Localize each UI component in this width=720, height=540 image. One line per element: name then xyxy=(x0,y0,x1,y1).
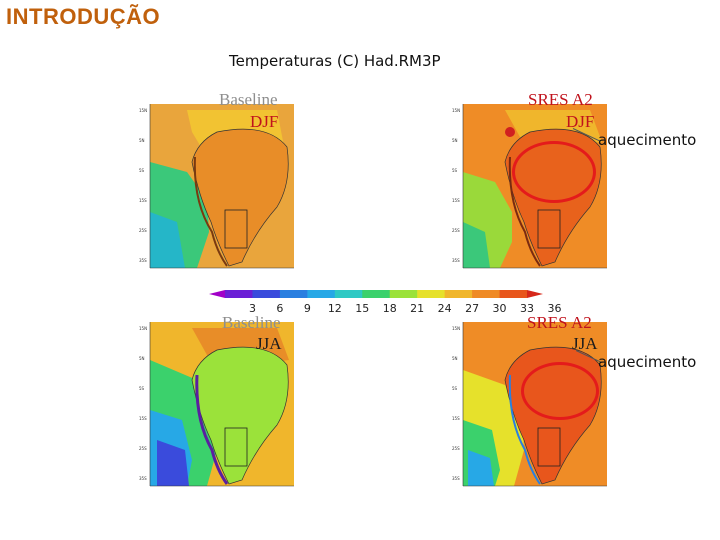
colorbar-segment xyxy=(307,290,336,298)
svg-text:15S: 15S xyxy=(452,416,460,421)
svg-text:15S: 15S xyxy=(139,416,147,421)
svg-text:5N: 5N xyxy=(139,138,145,143)
colorbar-segment xyxy=(362,290,391,298)
svg-text:25S: 25S xyxy=(452,446,460,451)
svg-text:5S: 5S xyxy=(452,168,458,173)
temperature-map: 15N 5N 5S 15S 25S 35S xyxy=(139,322,294,487)
panel-season-label: JJA xyxy=(572,334,598,353)
panel-scenario-label: Baseline xyxy=(222,313,281,332)
svg-text:5S: 5S xyxy=(139,168,145,173)
temperature-colorbar xyxy=(209,290,543,298)
svg-text:35S: 35S xyxy=(139,258,147,263)
colorbar-tick-label: 18 xyxy=(382,302,397,315)
svg-text:5S: 5S xyxy=(139,386,145,391)
svg-text:15S: 15S xyxy=(139,198,147,203)
colorbar-segment xyxy=(499,290,528,298)
svg-text:5S: 5S xyxy=(452,386,458,391)
colorbar-segment xyxy=(389,290,418,298)
panel-season-label: DJF xyxy=(566,112,595,131)
colorbar-tick-label: 9 xyxy=(303,302,311,315)
svg-text:35S: 35S xyxy=(139,476,147,481)
colorbar-segment xyxy=(527,290,543,298)
temperature-map: 15N 5N 5S 15S 25S 35S xyxy=(139,104,294,269)
colorbar-segment xyxy=(334,290,363,298)
colorbar-segment xyxy=(252,290,281,298)
colorbar-tick-label: 36 xyxy=(547,302,562,315)
colorbar-segment xyxy=(472,290,501,298)
map-baseline-djf: 15N 5N 5S 15S 25S 35S xyxy=(137,102,295,278)
highlight-ring xyxy=(512,141,596,203)
colorbar-tick-label: 27 xyxy=(465,302,480,315)
svg-text:25S: 25S xyxy=(452,228,460,233)
colorbar-segment xyxy=(417,290,446,298)
panel-season-label: DJF xyxy=(250,112,279,131)
warming-annotation: aquecimento xyxy=(598,131,697,149)
colorbar-tick-label: 30 xyxy=(492,302,507,315)
colorbar-segment xyxy=(279,290,308,298)
svg-text:25S: 25S xyxy=(139,228,147,233)
svg-text:35S: 35S xyxy=(452,258,460,263)
colorbar-tick-label: 6 xyxy=(276,302,284,315)
colorbar-tick-label: 24 xyxy=(437,302,452,315)
colorbar-segment xyxy=(209,290,225,298)
colorbar-tick-label: 3 xyxy=(248,302,256,315)
colorbar-tick-label: 21 xyxy=(410,302,425,315)
svg-text:5N: 5N xyxy=(452,356,458,361)
panel-season-label: JJA xyxy=(256,334,282,353)
colorbar-tick-label: 15 xyxy=(355,302,370,315)
colorbar-tick-label: 12 xyxy=(327,302,342,315)
svg-text:35S: 35S xyxy=(452,476,460,481)
highlight-ring xyxy=(521,362,599,420)
svg-text:15N: 15N xyxy=(452,326,460,331)
panel-scenario-label: SRES A2 xyxy=(527,313,592,332)
panel-scenario-label: Baseline xyxy=(219,90,278,109)
map-baseline-jja: 15N 5N 5S 15S 25S 35S xyxy=(137,320,295,496)
svg-text:15S: 15S xyxy=(452,198,460,203)
slide-subtitle: Temperaturas (C) Had.RM3P xyxy=(229,52,441,70)
svg-text:25S: 25S xyxy=(139,446,147,451)
svg-text:5N: 5N xyxy=(139,356,145,361)
colorbar-segment xyxy=(444,290,473,298)
slide-heading: INTRODUÇÃO xyxy=(6,4,161,29)
panel-scenario-label: SRES A2 xyxy=(528,90,593,109)
colorbar-tick-label: 33 xyxy=(520,302,534,315)
svg-text:15N: 15N xyxy=(139,326,147,331)
svg-text:15N: 15N xyxy=(452,108,460,113)
svg-text:5N: 5N xyxy=(452,138,458,143)
warming-annotation: aquecimento xyxy=(598,353,697,371)
svg-text:15N: 15N xyxy=(139,108,147,113)
colorbar-segment xyxy=(225,290,253,298)
